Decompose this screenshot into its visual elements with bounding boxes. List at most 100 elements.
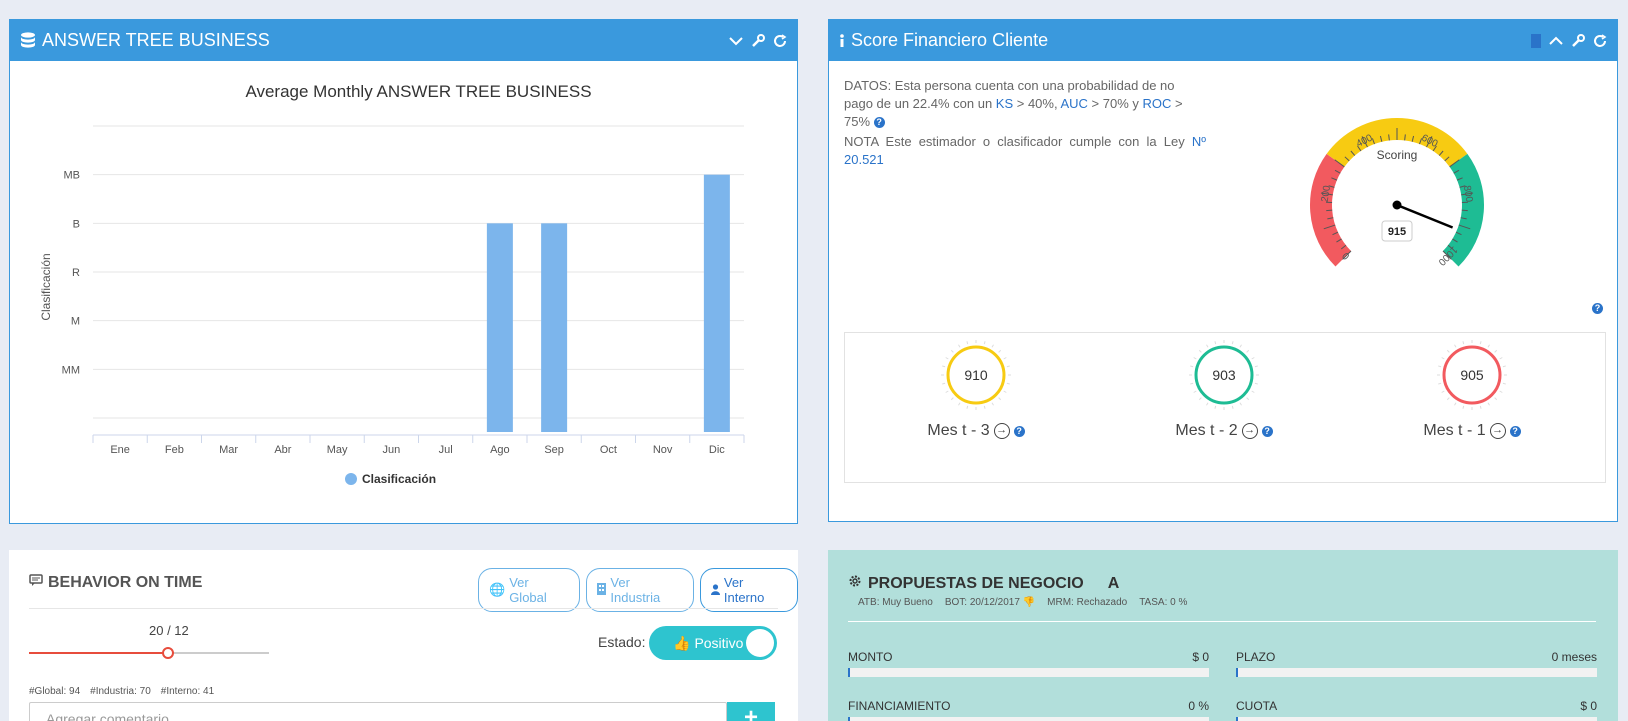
gauge-tick [1320, 192, 1333, 196]
ring-tick [1438, 365, 1442, 368]
x-tick-label: Sep [544, 444, 564, 456]
ring-tick [1479, 405, 1482, 409]
arrow-right-circle-icon[interactable]: → [1489, 423, 1506, 439]
estado-toggle[interactable]: 👍 Positivo [649, 626, 777, 660]
help-icon[interactable]: ? [1261, 425, 1273, 437]
gauge-tick-label: 200 [1320, 184, 1334, 203]
ring-tick [1003, 390, 1007, 393]
x-tick-label: Ene [110, 444, 130, 456]
ring-tick [1446, 397, 1450, 401]
ring-tick [1193, 357, 1197, 360]
ring-tick [1499, 357, 1503, 360]
y-tick-label: B [73, 218, 80, 230]
ring-tick [1454, 344, 1457, 348]
ring-tick [983, 341, 986, 345]
ring-tick [1190, 382, 1194, 385]
ring-tick [1239, 402, 1242, 406]
arrow-right-circle-icon[interactable]: → [993, 423, 1010, 439]
bar [703, 174, 730, 432]
ring-tick [1251, 390, 1255, 393]
x-tick-label: Oct [600, 444, 617, 456]
gauge-tick [1361, 136, 1368, 148]
help-icon[interactable]: ? [873, 117, 885, 129]
financiamiento-field: FINANCIAMIENTO 0 % [848, 699, 1209, 721]
ring-tick [945, 390, 949, 393]
comment-icon [29, 574, 43, 592]
add-comment-button[interactable]: + [727, 702, 775, 721]
monto-field: MONTO $ 0 [848, 650, 1209, 677]
y-tick-label: R [72, 267, 80, 279]
gauge-pivot [1392, 200, 1402, 210]
gauge-tick [1336, 238, 1342, 243]
legend-label: Clasificación [362, 472, 436, 486]
ring-tick [1206, 402, 1209, 406]
arrow-right-circle-icon[interactable]: → [1241, 423, 1258, 439]
ring-tick [945, 357, 949, 360]
ver-interno-button[interactable]: Ver Interno [699, 568, 798, 612]
ver-industria-button[interactable]: Ver Industria [586, 568, 694, 612]
slider-handle[interactable] [162, 647, 175, 659]
ring-tick [1214, 405, 1217, 409]
help-icon[interactable]: ? [1509, 425, 1521, 437]
panel-title: ANSWER TREE BUSINESS [42, 30, 270, 50]
ks-link[interactable]: KS [995, 96, 1014, 111]
help-icon[interactable]: ? [1592, 303, 1603, 314]
gauge-tick [1411, 135, 1415, 142]
x-tick-label: Jul [439, 444, 453, 456]
document-icon[interactable] [1531, 33, 1541, 48]
month-t1: 905 Mes t - 1 →? [1392, 333, 1552, 440]
gauge-tick [1447, 244, 1454, 250]
chevron-down-icon[interactable] [729, 36, 743, 46]
ring-tick [1006, 382, 1010, 385]
wrench-icon[interactable] [751, 33, 765, 48]
x-tick-label: Nov [653, 444, 673, 456]
refresh-icon[interactable] [773, 33, 787, 48]
help-icon[interactable]: ? [1013, 425, 1025, 437]
ring-tick [1487, 402, 1490, 406]
ring-arc [946, 345, 1006, 405]
gauge-tick [1404, 134, 1406, 141]
gear-icon [848, 574, 862, 593]
gauge-tick-label: 800 [1461, 185, 1475, 204]
ver-global-button[interactable]: 🌐 Ver Global [478, 568, 581, 612]
ring-tick [950, 349, 954, 353]
time-slider[interactable] [29, 647, 269, 659]
progress-bar [848, 668, 1209, 677]
database-icon [20, 31, 36, 50]
chevron-up-icon[interactable] [1549, 36, 1563, 46]
ring-value: 910 [964, 367, 988, 383]
panel-title: BEHAVIOR ON TIME [29, 574, 202, 592]
ring-tick [1246, 349, 1250, 353]
gauge-tick [1344, 156, 1350, 162]
wrench-icon[interactable] [1571, 33, 1585, 48]
gauge-tick [1460, 217, 1467, 220]
roc-link[interactable]: ROC [1142, 96, 1172, 111]
ring-tick [998, 397, 1002, 401]
ring-tick [1502, 365, 1506, 368]
x-tick-label: Feb [165, 444, 184, 456]
ring-tick [1190, 365, 1194, 368]
ley-link[interactable]: Nº 20.521 [844, 134, 1206, 167]
ring-tick [1214, 341, 1217, 345]
ring-tick [958, 402, 961, 406]
gauge-tick [1453, 169, 1460, 174]
month-t2: 903 Mes t - 2 →? [1144, 333, 1304, 440]
auc-link[interactable]: AUC [1060, 96, 1088, 111]
bar [541, 223, 568, 432]
ring-tick [1494, 397, 1498, 401]
ring-tick [950, 397, 954, 401]
gauge-tick [1328, 185, 1335, 188]
info-icon [839, 33, 845, 48]
ring-tick [1251, 357, 1255, 360]
gauge-tick [1419, 138, 1423, 145]
comment-input[interactable]: Agregar comentario [29, 702, 727, 721]
ring-arc [1194, 345, 1254, 405]
ring-tick [998, 349, 1002, 353]
refresh-icon[interactable] [1593, 33, 1607, 48]
gauge-label: Scoring [1377, 148, 1418, 162]
panel-header: Score Financiero Cliente [829, 20, 1617, 61]
gauge-tick [1432, 145, 1437, 152]
behavior-panel: BEHAVIOR ON TIME 🌐 Ver Global Ver Industr… [9, 550, 798, 721]
ring-tick [1193, 390, 1197, 393]
gauge-tick [1332, 231, 1339, 236]
